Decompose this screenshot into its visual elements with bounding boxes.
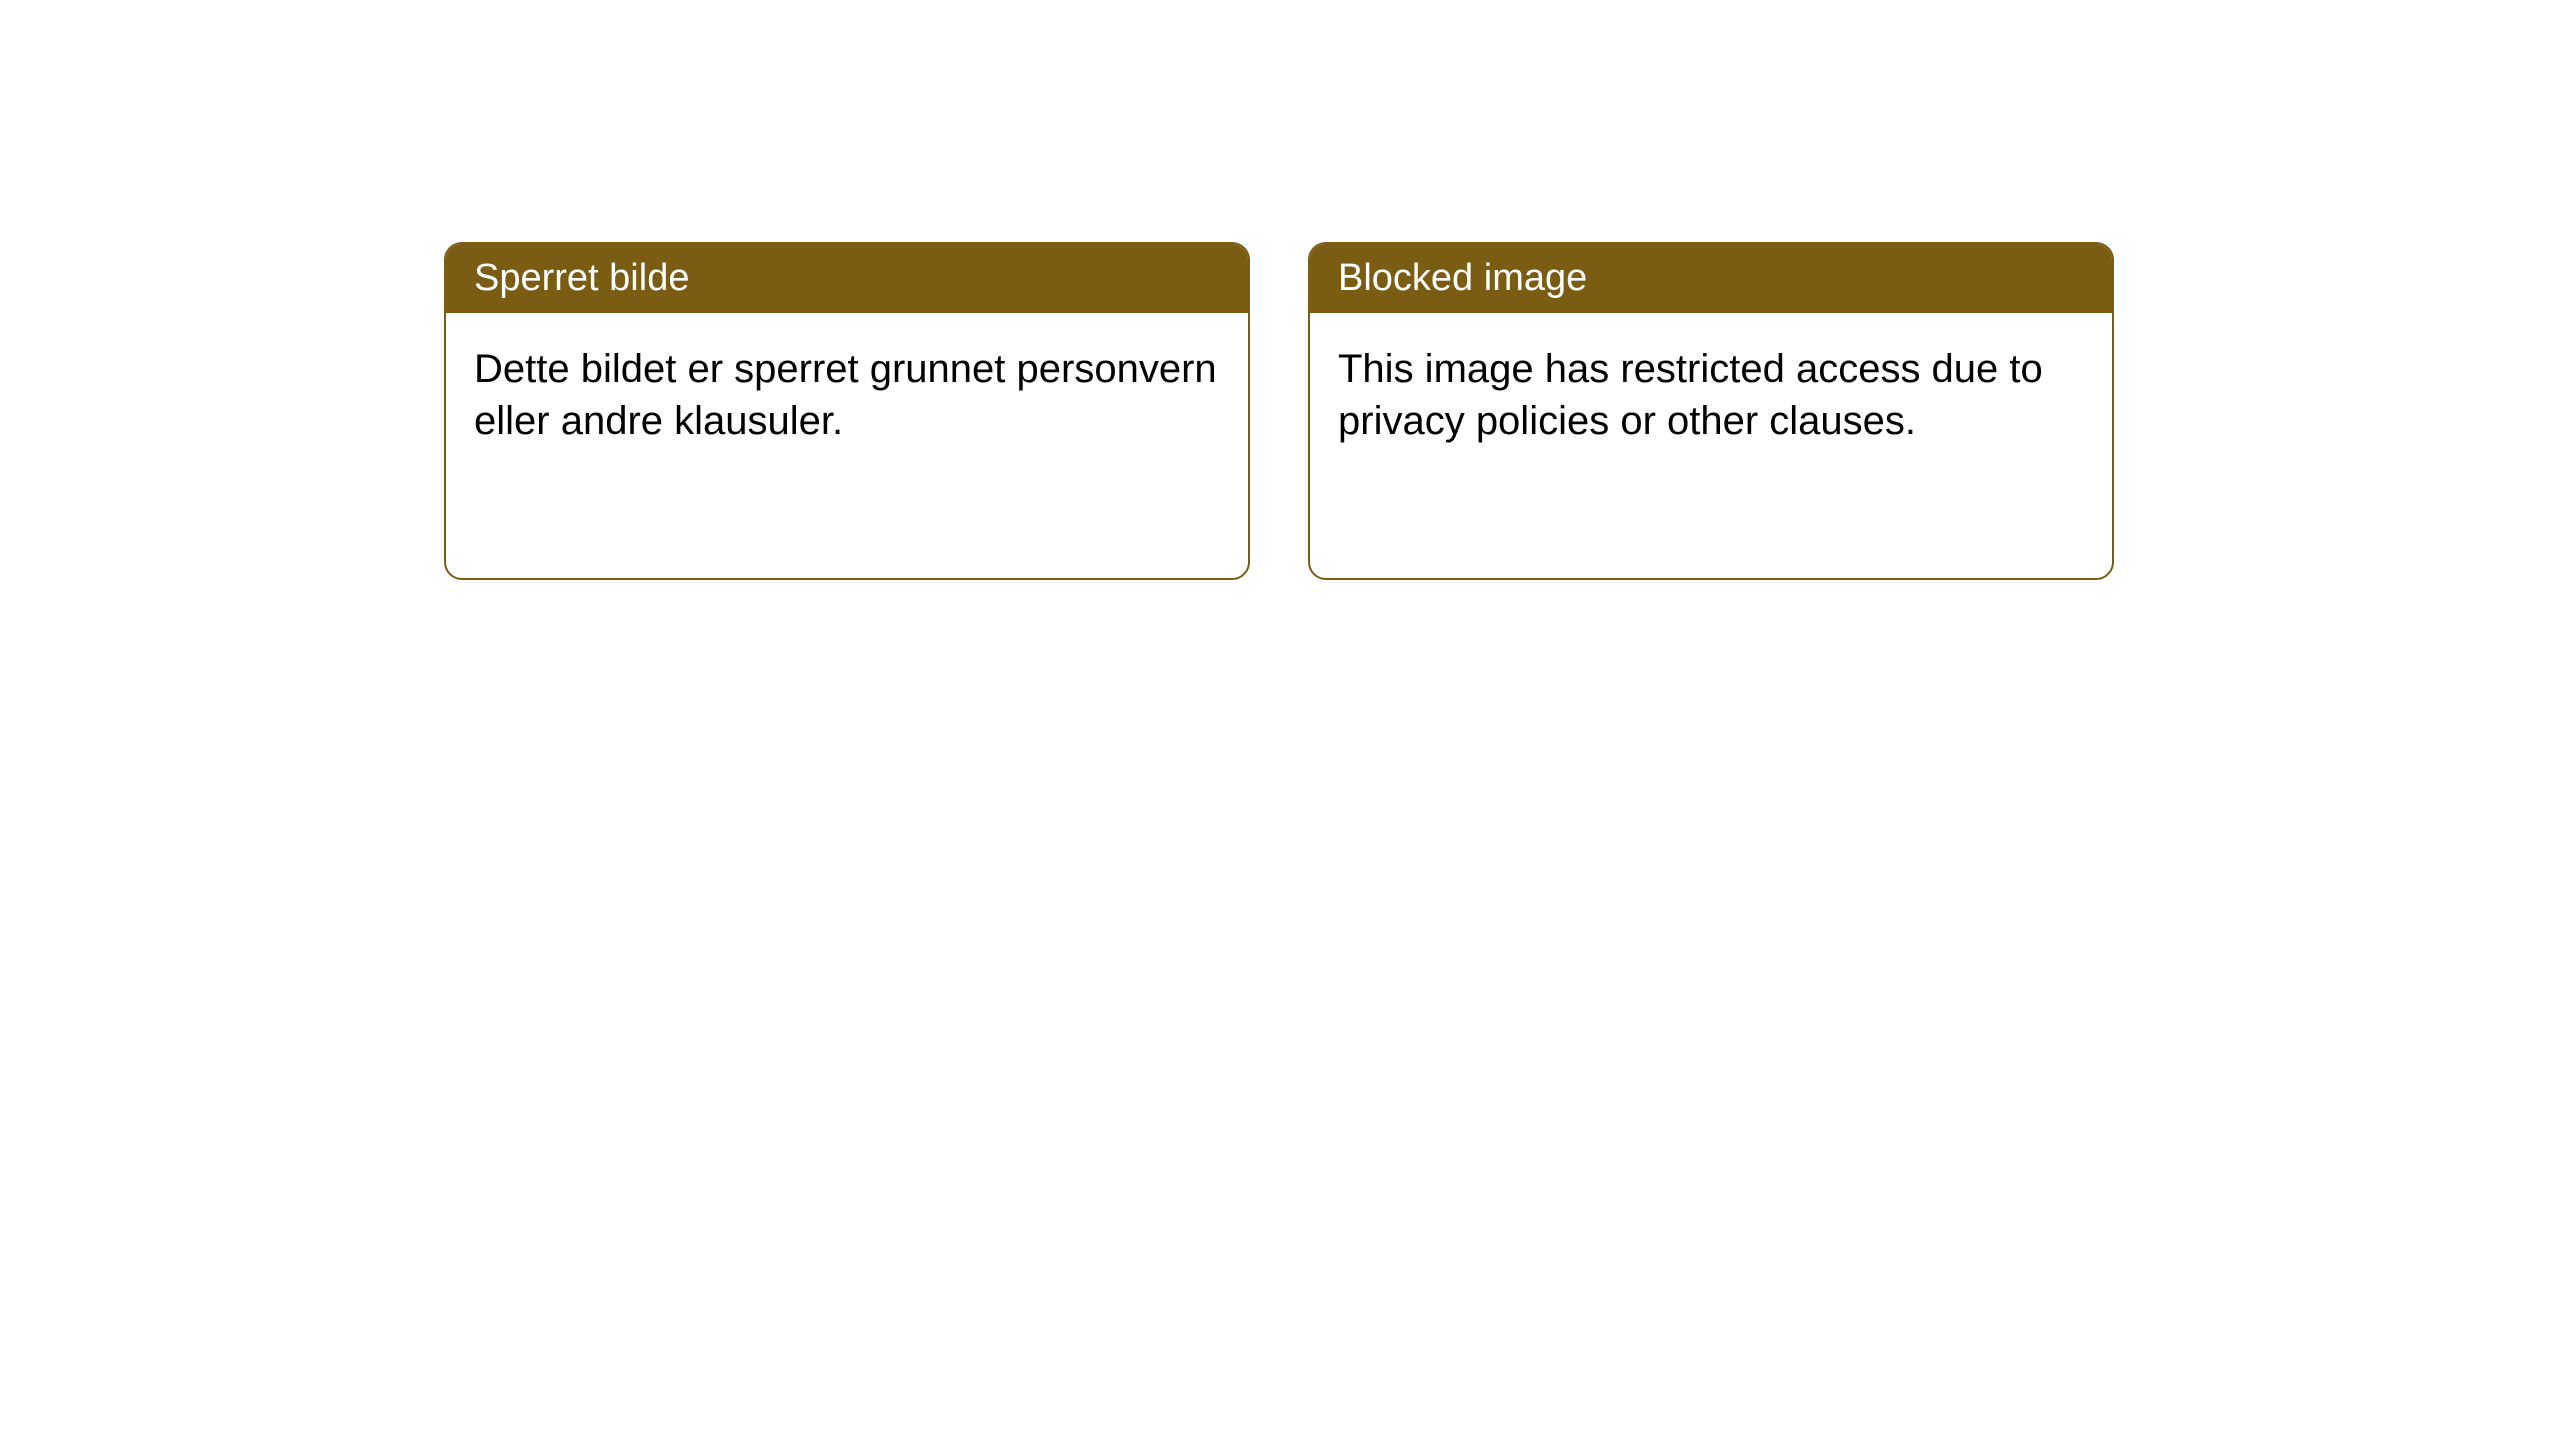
notice-cards-container: Sperret bilde Dette bildet er sperret gr… [444, 242, 2114, 580]
notice-body-norwegian: Dette bildet er sperret grunnet personve… [446, 313, 1248, 477]
notice-title: Blocked image [1338, 257, 1587, 299]
notice-message: This image has restricted access due to … [1338, 347, 2043, 443]
notice-header-norwegian: Sperret bilde [446, 244, 1248, 313]
notice-title: Sperret bilde [474, 257, 689, 299]
notice-header-english: Blocked image [1310, 244, 2112, 313]
notice-message: Dette bildet er sperret grunnet personve… [474, 347, 1217, 443]
notice-card-norwegian: Sperret bilde Dette bildet er sperret gr… [444, 242, 1250, 580]
notice-card-english: Blocked image This image has restricted … [1308, 242, 2114, 580]
notice-body-english: This image has restricted access due to … [1310, 313, 2112, 477]
